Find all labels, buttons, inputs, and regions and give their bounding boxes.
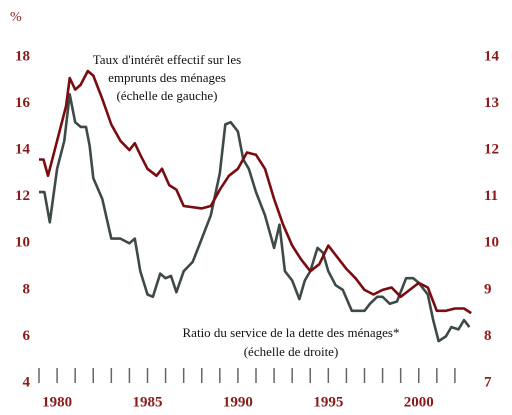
y2-tick-label: 11 xyxy=(484,188,498,204)
x-tick-label: 1990 xyxy=(223,394,253,410)
y-tick-label: 10 xyxy=(15,235,30,251)
y-tick-label: 4 xyxy=(23,374,31,390)
y2-tick-label: 13 xyxy=(484,95,499,111)
annotation: (échelle de droite) xyxy=(244,344,339,359)
y-tick-label: 6 xyxy=(23,328,31,344)
annotation: emprunts des ménages xyxy=(108,70,226,85)
x-tick-label: 1995 xyxy=(313,394,343,410)
y2-tick-label: 8 xyxy=(484,328,492,344)
y-tick-label: 16 xyxy=(15,95,31,111)
y2-tick-label: 12 xyxy=(484,142,499,158)
y2-tick-label: 9 xyxy=(484,281,492,297)
x-tick-label: 1985 xyxy=(133,394,163,410)
y-unit: % xyxy=(10,10,22,25)
y2-tick-label: 10 xyxy=(484,235,499,251)
annotation: (échelle de gauche) xyxy=(116,88,217,103)
y-tick-label: 8 xyxy=(23,281,31,297)
series-line xyxy=(39,93,471,343)
x-tick-label: 1980 xyxy=(42,394,72,410)
annotation: Ratio du service de la dette des ménages… xyxy=(183,325,400,340)
y-tick-label: 12 xyxy=(15,188,30,204)
y-tick-label: 18 xyxy=(15,48,30,64)
annotation: Taux d'intérêt effectif sur les xyxy=(93,52,241,67)
x-tick-label: 2000 xyxy=(404,394,434,410)
series-line xyxy=(39,69,472,315)
y2-tick-label: 7 xyxy=(484,374,492,390)
y2-tick-label: 14 xyxy=(484,48,500,64)
y-tick-label: 14 xyxy=(15,142,31,158)
